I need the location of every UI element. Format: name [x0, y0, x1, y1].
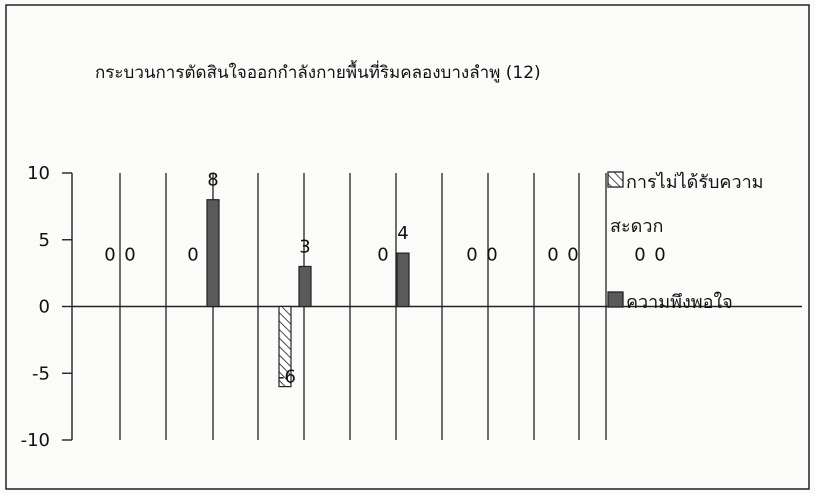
data-label: -6: [278, 367, 296, 388]
data-label: 0: [547, 245, 558, 266]
legend-swatch: [607, 291, 624, 308]
legend-label: สะดวก: [610, 216, 663, 237]
bar-satisfaction: [298, 265, 312, 308]
chart-title: กระบวนการตัดสินใจออกกำลังกายพื้นที่ริมคล…: [95, 60, 541, 83]
chart-border: [5, 4, 810, 490]
y-tick-label: 0: [39, 297, 50, 318]
data-label: 0: [634, 245, 645, 266]
data-label: 3: [299, 236, 310, 257]
data-label: 0: [486, 245, 497, 266]
bar-satisfaction: [396, 252, 410, 308]
y-tick-label: -10: [21, 430, 50, 451]
data-label: 8: [207, 170, 218, 191]
data-label: 0: [377, 245, 388, 266]
legend-label: การไม่ได้รับความ: [626, 171, 764, 193]
data-label: 0: [466, 245, 477, 266]
data-label: 0: [104, 245, 115, 266]
bar-satisfaction: [206, 199, 220, 308]
bar-inconvenience: [278, 305, 292, 388]
legend-swatch: [607, 171, 624, 188]
data-label: 0: [124, 245, 135, 266]
data-label: 0: [567, 245, 578, 266]
data-label: 0: [187, 245, 198, 266]
data-label: 0: [654, 245, 665, 266]
data-label: 4: [397, 223, 408, 244]
y-tick-label: 5: [39, 230, 50, 251]
y-tick-label: 10: [27, 163, 50, 184]
y-tick-label: -5: [32, 363, 50, 384]
legend-label: ความพึงพอใจ: [626, 291, 733, 313]
